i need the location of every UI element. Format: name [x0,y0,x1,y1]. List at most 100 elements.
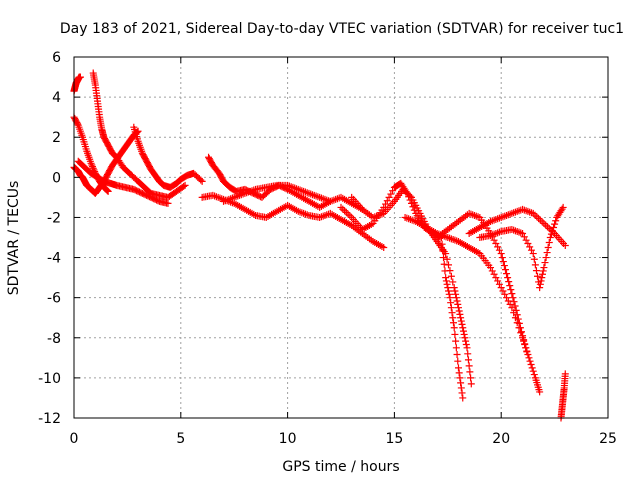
data-point [505,278,513,286]
data-point [516,324,524,332]
data-point [538,274,546,282]
data-point [531,261,539,269]
data-point [538,270,546,278]
data-point [459,324,467,332]
data-point [529,367,537,375]
data-point [449,314,457,322]
data-point [445,290,453,298]
data-point [464,356,472,364]
data-point [512,306,520,314]
series-arc-i [220,181,334,205]
data-point [509,294,517,302]
data-point [103,187,111,195]
data-point [459,394,467,402]
data-point [510,298,518,306]
x-tick-label: 5 [176,431,185,447]
data-point [440,254,448,262]
data-point [498,254,506,262]
data-point [89,163,97,171]
data-point [454,300,462,308]
series-arc-o [476,203,567,292]
data-point [452,294,460,302]
y-tick-label: -8 [47,331,61,347]
data-point [454,364,462,372]
x-tick-label: 10 [279,431,297,447]
data-point [197,176,205,184]
plot-frame [73,56,609,419]
data-point [456,374,464,382]
data-point [461,334,469,342]
data-point [519,332,527,340]
data-point [446,267,454,275]
data-point [442,277,450,285]
data-point [104,187,112,195]
data-point [457,379,465,387]
data-point [511,302,519,310]
data-point [548,227,556,235]
y-tick-label: -6 [47,291,61,307]
data-point [74,120,82,128]
data-point [87,159,95,167]
data-point [508,304,516,312]
data-point [561,242,569,250]
data-point [534,272,542,280]
data-point [457,384,465,392]
data-point [103,186,111,194]
data-point [452,290,460,298]
data-point [462,340,470,348]
data-point [442,250,450,258]
data-point [517,328,525,336]
data-point [464,350,472,358]
data-point [536,388,544,396]
data-point [465,362,473,370]
data-point [543,249,551,257]
data-point [527,361,535,369]
data-point [515,319,523,327]
data-point [504,274,512,282]
data-point [499,258,507,266]
data-point [458,320,466,328]
data-point [462,337,470,345]
data-point [380,244,388,252]
series-arc-g [205,153,366,213]
data-point [506,282,514,290]
data-point [466,368,474,376]
data-point [507,286,515,294]
series-arc-n [465,205,569,250]
data-point [456,310,464,318]
x-tick-label: 0 [70,431,79,447]
data-point [530,255,538,263]
series-arc-b [70,73,84,95]
data-point [463,344,471,352]
data-point [406,192,414,200]
data-point [446,294,454,302]
data-point [450,324,458,332]
data-point [450,284,458,292]
data-point [539,267,547,275]
data-point [443,255,451,263]
y-tick-label: -4 [47,251,61,267]
data-point [501,266,509,274]
series-arc-k [348,185,475,388]
data-point [551,220,559,228]
data-point [458,389,466,397]
series-arc-l [401,213,544,396]
data-point [440,260,448,268]
data-point [550,223,558,231]
data-point [520,336,528,344]
x-tick-label: 25 [599,431,617,447]
data-point [521,340,529,348]
data-point [500,262,508,270]
data-point [443,280,451,288]
data-point [544,244,552,252]
data-point [546,234,554,241]
data-point [453,350,461,358]
data-point [88,161,96,169]
data-point [447,304,455,312]
data-point [459,327,467,335]
data-point [525,354,533,362]
data-point [451,287,459,295]
data-point [467,380,475,388]
